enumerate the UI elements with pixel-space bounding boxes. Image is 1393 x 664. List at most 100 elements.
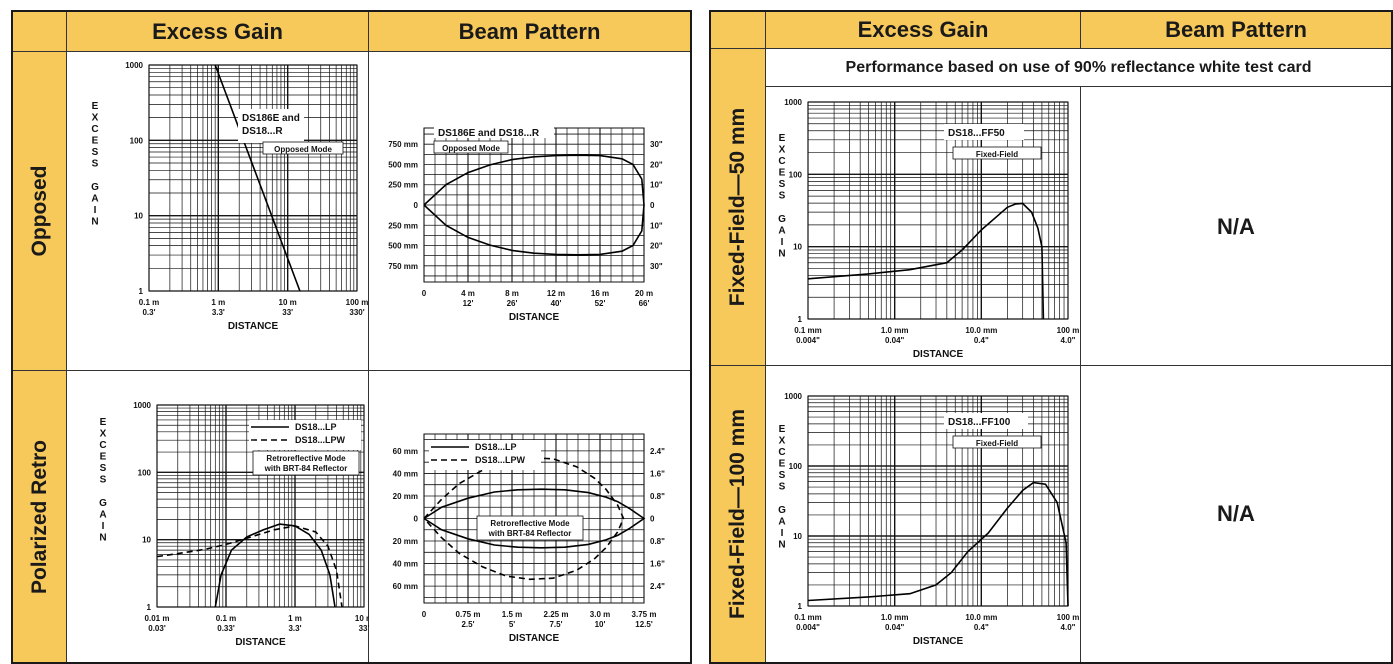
x-tick-label: 10.0 mm: [965, 613, 997, 622]
x-tick-label-imperial: 0.4": [974, 336, 989, 345]
y-tick-label-left: 750 mm: [388, 140, 418, 149]
performance-note: Performance based on use of 90% reflecta…: [766, 49, 1391, 87]
y-axis-title-letter: S: [92, 147, 99, 158]
y-tick-label: 1: [139, 287, 144, 296]
x-tick-label-imperial: 0.33': [217, 624, 235, 633]
y-axis-title-letter: S: [779, 191, 786, 202]
ff100-gain-cell: 1 10 100 1000 0.1 mm 0.004" 1.0 mm 0.04" 10.0 mm…: [766, 366, 1081, 662]
opposed-mode-label-text: Opposed Mode: [274, 145, 332, 154]
right-header-excess-gain: Excess Gain: [766, 12, 1081, 49]
y-axis-title-letter: A: [99, 510, 106, 521]
series-line-2: [156, 525, 343, 608]
x-tick-label: 0.1 mm: [794, 326, 822, 335]
y-tick-label: 100: [138, 468, 152, 477]
y-tick-label: 1: [798, 602, 803, 611]
retro-beam-pattern-chart: 60 mm 40 mm 20 mm 0 20 mm 40 mm 60 mm 2.4" 1.6" 0…: [393, 433, 665, 644]
opposed-beam-pattern-chart: 750 mm 500 mm 250 mm 0 250 mm 500 mm 750 mm 30"…: [388, 124, 663, 323]
y-tick-label: 10: [134, 212, 143, 221]
x-tick-label: 100 m: [1057, 326, 1080, 335]
y-axis-title-letter: C: [91, 124, 98, 135]
x-tick-label: 1 m: [211, 298, 225, 307]
retro-gain-mode-text: with BRT-84 Reflector: [264, 464, 348, 473]
y-tick-label: 100: [130, 136, 144, 145]
y-tick-label-left: 40 mm: [393, 560, 418, 569]
x-tick-label: 0: [422, 610, 427, 619]
y-tick-label-right: 2.4": [650, 447, 665, 456]
x-tick-label: 20 m: [635, 289, 653, 298]
x-tick-label-imperial: 7.5': [549, 620, 562, 629]
ff50-mode-label-text: Fixed-Field: [976, 150, 1018, 159]
right-corner-cell: [711, 12, 766, 49]
row-label-opposed: Opposed: [13, 52, 67, 371]
x-tick-label-imperial: 52': [595, 299, 606, 308]
ff100-beam-na: N/A: [1217, 501, 1255, 526]
y-axis-title-letter: G: [91, 182, 99, 193]
retro-excess-gain-chart: 1 10 100 1000 0.01 m0.03' 0.1 m0.33' 1 m3.3' 10…: [99, 401, 369, 648]
ff50-beam-cell: N/A: [1081, 87, 1391, 366]
y-tick-label: 10: [793, 243, 802, 252]
y-axis-title-letter: S: [779, 470, 786, 481]
x-tick-label: 0.75 m: [456, 610, 481, 619]
x-tick-label: 10 m: [279, 298, 297, 307]
y-tick-label: 100: [789, 462, 803, 471]
left-header-excess-gain: Excess Gain: [67, 12, 369, 52]
y-tick-label: 10: [142, 536, 151, 545]
y-axis-title-letter: C: [778, 156, 785, 167]
x-tick-label: 10.0 mm: [965, 326, 997, 335]
y-axis-title-letter: G: [778, 214, 786, 225]
retro-beam-mode-bg: [476, 515, 584, 541]
row-label-fixed-field-100-text: Fixed-Field—100 mm: [726, 408, 749, 620]
plot-frame: [148, 64, 358, 292]
y-tick-label: 10: [793, 532, 802, 541]
y-axis-title-letter: X: [100, 429, 107, 440]
y-tick-label-left: 500 mm: [388, 160, 418, 169]
y-axis-title-letter: I: [781, 237, 784, 248]
x-tick-label-imperial: 3.3': [212, 308, 225, 317]
x-tick-label-imperial: 5': [509, 620, 515, 629]
y-tick-label-right: 20": [650, 242, 663, 251]
x-tick-label-imperial: 0.04": [885, 623, 905, 632]
y-axis-title-letter: A: [778, 517, 785, 528]
beam-series-1: [423, 488, 646, 549]
retro-gain-legend-label: DS18...LPW: [295, 435, 346, 445]
x-tick-label-imperial: 3.3': [288, 624, 301, 633]
y-tick-label-right: 0: [650, 201, 655, 210]
x-tick-label: 10 m: [355, 614, 369, 623]
opposed-gain-label-text: DS186E and: [242, 113, 300, 124]
y-tick-label-left: 20 mm: [393, 537, 418, 546]
y-axis-title-letter: C: [99, 440, 106, 451]
ff50-gain-cell: 1 10 100 1000 0.1 mm 0.004" 1.0 mm 0.04" 10.0 mm…: [766, 87, 1081, 366]
plot-frame: [807, 101, 1069, 320]
x-axis-title: DISTANCE: [228, 321, 279, 332]
y-tick-label-right: 30": [650, 262, 663, 271]
beam-series-1: [423, 154, 645, 256]
y-tick-label: 1000: [784, 392, 802, 401]
row-label-opposed-text: Opposed: [27, 165, 51, 257]
retro-beam-legend-bg: [429, 440, 541, 470]
x-tick-label: 0.1 m: [216, 614, 236, 623]
left-corner-cell: [13, 12, 67, 52]
x-tick-label-imperial: 4.0": [1061, 623, 1076, 632]
x-tick-label-imperial: 2.5': [461, 620, 474, 629]
y-axis-title-letter: N: [91, 217, 98, 228]
x-tick-label-imperial: 26': [507, 299, 518, 308]
x-tick-label: 3.0 m: [590, 610, 610, 619]
y-axis-title-letter: N: [778, 249, 785, 260]
opposed-beam-mode-text: Opposed Mode: [442, 144, 500, 153]
y-axis-title-letter: X: [779, 436, 786, 447]
retro-beam-legend-label: DS18...LP: [475, 442, 517, 452]
y-axis-title-letter: G: [778, 505, 786, 516]
y-tick-label: 1: [798, 315, 803, 324]
y-axis-title-letter: N: [99, 533, 106, 544]
ff100-excess-gain-chart: 1 10 100 1000 0.1 mm0.004" 1.0 mm0.04" 10.0 mm…: [778, 392, 1079, 647]
x-tick-label: 1.5 m: [502, 610, 522, 619]
y-axis-title-letter: S: [100, 475, 107, 486]
x-tick-label: 16 m: [591, 289, 609, 298]
x-axis-title: DISTANCE: [509, 312, 560, 323]
series-line-1: [214, 64, 301, 292]
opposed-gain-label-text: DS18...R: [242, 126, 283, 137]
y-tick-label-left: 60 mm: [393, 582, 418, 591]
x-tick-label-imperial: 0.004": [796, 336, 820, 345]
x-tick-label-imperial: 330': [349, 308, 364, 317]
y-axis-title-letter: A: [91, 194, 98, 205]
